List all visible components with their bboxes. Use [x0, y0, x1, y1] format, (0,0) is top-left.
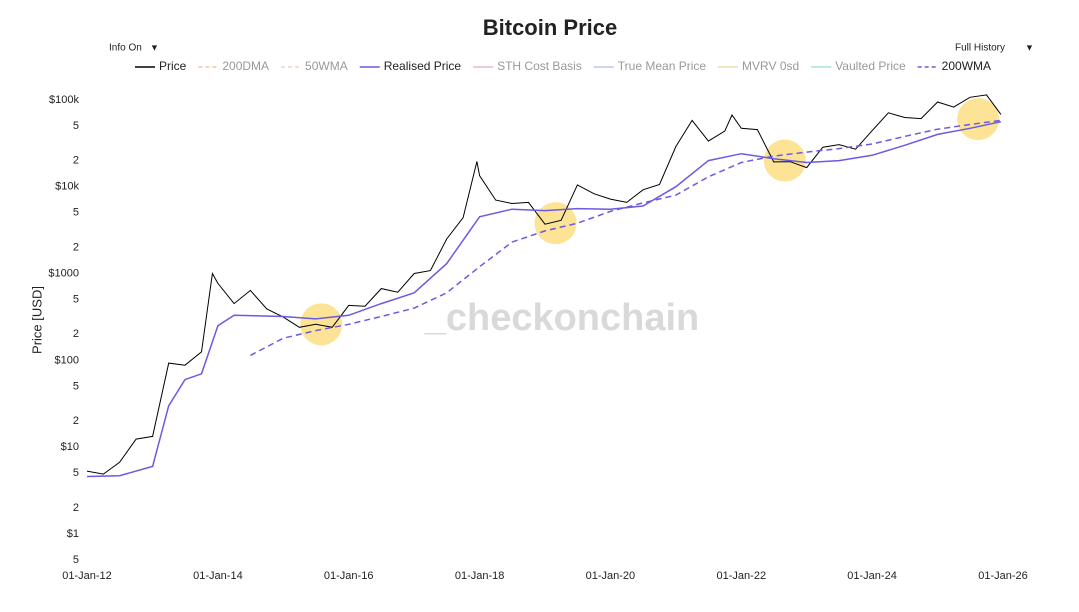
legend-item[interactable]: MVRV 0sd [718, 59, 799, 73]
highlight [957, 98, 1000, 141]
y-tick-label: $1 [67, 528, 79, 540]
y-tick-label: $1000 [48, 267, 79, 279]
legend-item[interactable]: Realised Price [359, 59, 462, 73]
y-tick-label: 5 [73, 294, 79, 306]
y-tick-label: 5 [73, 120, 79, 132]
legend-label[interactable]: Vaulted Price [835, 59, 906, 73]
y-tick-label: 2 [73, 154, 79, 166]
x-tick-label: 01-Jan-26 [978, 570, 1028, 582]
y-tick-label: 2 [73, 502, 79, 514]
legend-item[interactable]: 200WMA [917, 59, 991, 73]
y-tick-label: $10k [55, 181, 79, 193]
y-tick-label: 5 [73, 380, 79, 392]
legend-item[interactable]: True Mean Price [593, 59, 707, 73]
legend-item[interactable]: 200DMA [198, 59, 269, 73]
legend-label[interactable]: True Mean Price [618, 59, 707, 73]
control-label[interactable]: Full History [955, 43, 1005, 54]
info-control[interactable]: Info On ▼ [109, 42, 159, 53]
control-label[interactable]: Info On [109, 43, 142, 54]
y-axis-label: Price [USD] [29, 286, 44, 354]
legend-label[interactable]: 200DMA [222, 59, 269, 73]
x-tick-label: 01-Jan-12 [62, 570, 112, 582]
range-control[interactable]: Full History ▼ [955, 42, 1034, 53]
y-tick-label: $10 [61, 441, 79, 453]
control-arrow[interactable]: ▼ [150, 42, 159, 52]
legend-label[interactable]: 50WMA [305, 59, 348, 73]
chart-title: Bitcoin Price [483, 15, 617, 40]
y-tick-label: 2 [73, 415, 79, 427]
y-tick-label: 5 [73, 467, 79, 479]
x-tick-label: 01-Jan-16 [324, 570, 374, 582]
y-tick-label: $100k [49, 94, 79, 106]
highlight [300, 303, 343, 346]
legend-label[interactable]: Realised Price [384, 59, 462, 73]
y-tick-label: 5 [73, 207, 79, 219]
legend-label[interactable]: 200WMA [942, 59, 991, 73]
y-tick-label: 2 [73, 241, 79, 253]
x-tick-label: 01-Jan-24 [847, 570, 897, 582]
x-tick-label: 01-Jan-18 [455, 570, 505, 582]
legend-label[interactable]: STH Cost Basis [497, 59, 582, 73]
series-line [86, 94, 1002, 475]
legend-label[interactable]: MVRV 0sd [742, 59, 799, 73]
y-tick-label: 5 [73, 554, 79, 566]
x-tick-label: 01-Jan-20 [586, 570, 636, 582]
series-line [86, 120, 1002, 478]
watermark: _checkonchain [424, 297, 700, 339]
control-arrow[interactable]: ▼ [1025, 42, 1034, 52]
x-tick-label: 01-Jan-14 [193, 570, 243, 582]
legend-item[interactable]: Vaulted Price [811, 59, 906, 73]
series-line [250, 119, 1001, 357]
legend-item[interactable]: Price [135, 59, 187, 73]
y-tick-label: $100 [55, 354, 79, 366]
x-tick-label: 01-Jan-22 [717, 570, 767, 582]
y-tick-label: 2 [73, 328, 79, 340]
legend-label[interactable]: Price [159, 59, 187, 73]
highlight [534, 202, 577, 245]
legend-item[interactable]: 50WMA [281, 59, 348, 73]
legend-item[interactable]: STH Cost Basis [473, 59, 582, 73]
